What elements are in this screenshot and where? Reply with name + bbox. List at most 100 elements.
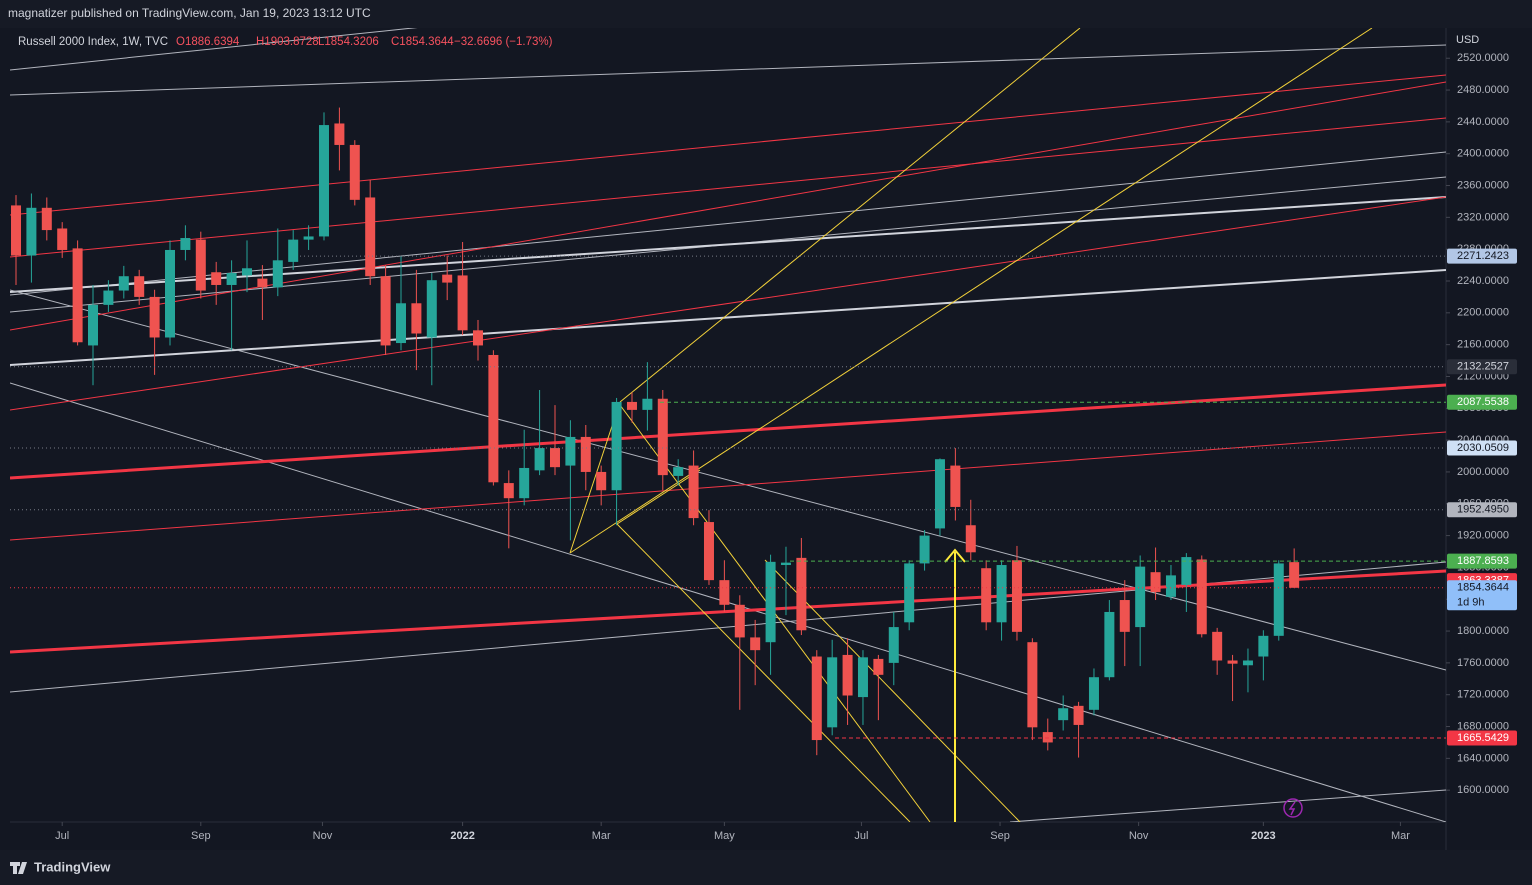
- x-tick-label: 2022: [450, 830, 474, 842]
- ohlc-value: O1886.6394: [176, 36, 240, 48]
- candle-body: [149, 296, 160, 338]
- price-badge-label: 2132.2527: [1457, 361, 1509, 373]
- candle-body: [796, 557, 807, 631]
- x-tick-label: Sep: [990, 830, 1010, 842]
- candle-body: [1196, 559, 1207, 635]
- candle-body: [488, 354, 499, 483]
- candle-body: [1165, 575, 1176, 597]
- x-tick-label: Nov: [313, 830, 333, 842]
- candle-body: [642, 398, 653, 410]
- candle-body: [41, 207, 52, 231]
- yellow-line: [619, 28, 1081, 403]
- price-badge-label: 2271.2423: [1457, 250, 1509, 262]
- candle-body: [919, 535, 930, 564]
- candle-body: [11, 205, 22, 256]
- y-tick-label: 1600.0000: [1457, 784, 1509, 796]
- y-tick-label: 1760.0000: [1457, 657, 1509, 669]
- candle-body: [519, 467, 530, 499]
- candle-body: [750, 637, 761, 651]
- candle-body: [688, 465, 699, 519]
- x-tick-label: May: [714, 830, 735, 842]
- y-tick-label: 1720.0000: [1457, 689, 1509, 701]
- footer-bar: [0, 850, 1532, 885]
- y-tick-label: 2400.0000: [1457, 148, 1509, 160]
- x-tick-label: Nov: [1129, 830, 1149, 842]
- candle-body: [457, 275, 468, 331]
- candle-body: [1212, 631, 1223, 661]
- candle-body: [1058, 708, 1069, 721]
- y-tick-label: 1920.0000: [1457, 529, 1509, 541]
- candle-body: [673, 467, 684, 476]
- candle-body: [303, 236, 314, 240]
- candle-body: [904, 563, 915, 623]
- price-badge-label: 1665.5429: [1457, 732, 1509, 744]
- candle-body: [472, 330, 483, 346]
- ohlc-value: H1903.8728: [256, 36, 319, 48]
- candle-body: [934, 459, 945, 529]
- candle-body: [765, 561, 776, 643]
- price-badge-label: 1887.8593: [1457, 555, 1509, 567]
- candle-body: [503, 483, 514, 499]
- candle-body: [334, 123, 345, 145]
- price-badge: [1447, 553, 1517, 569]
- candle-body: [180, 238, 191, 250]
- candle-body: [1150, 572, 1161, 593]
- ohlc-value: L1854.3206: [318, 36, 379, 48]
- x-tick-label: 2023: [1251, 830, 1275, 842]
- x-tick-label: Jul: [854, 830, 868, 842]
- candle-body: [395, 303, 406, 344]
- y-tick-label: 2000.0000: [1457, 466, 1509, 478]
- trendlines: [10, 28, 1446, 822]
- y-tick-label: 2200.0000: [1457, 307, 1509, 319]
- candle-body: [1042, 732, 1053, 743]
- y-tick-label: 2360.0000: [1457, 179, 1509, 191]
- candle-body: [426, 280, 437, 338]
- y-tick-label: 1800.0000: [1457, 625, 1509, 637]
- y-tick-label: 2320.0000: [1457, 211, 1509, 223]
- candle-body: [103, 290, 114, 305]
- candle-body: [442, 274, 453, 283]
- currency: USD: [1456, 34, 1479, 46]
- trendline: [10, 196, 1446, 411]
- candle-body: [165, 249, 176, 338]
- candle-body: [226, 273, 237, 285]
- candle-body: [411, 303, 422, 334]
- candle-body: [857, 657, 868, 698]
- price-badge: [1447, 502, 1517, 518]
- candle-body: [950, 465, 961, 507]
- candle-body: [596, 471, 607, 491]
- candle-body: [1011, 560, 1022, 632]
- candle-body: [1088, 677, 1099, 710]
- candle-body: [580, 436, 591, 472]
- trendline: [10, 44, 1446, 96]
- x-tick-label: Sep: [191, 830, 211, 842]
- candle-body: [888, 627, 899, 663]
- candle-body: [1119, 600, 1130, 632]
- candle-body: [1104, 611, 1115, 678]
- candle-body: [257, 278, 268, 288]
- candle-body: [195, 239, 206, 291]
- publisher: magnatizer published on TradingView.com,…: [8, 6, 371, 20]
- candle-body: [827, 657, 838, 728]
- ohlc-value: −32.6696 (−1.73%): [454, 36, 553, 48]
- y-tick-label: 2240.0000: [1457, 275, 1509, 287]
- candle-body: [365, 197, 376, 277]
- x-tick-label: Mar: [1391, 830, 1410, 842]
- yellow-line: [616, 523, 911, 822]
- candle-body: [734, 604, 745, 638]
- trendline: [10, 383, 1446, 480]
- y-tick-label: 2480.0000: [1457, 84, 1509, 96]
- candle-body: [118, 276, 129, 291]
- publish-bar: [0, 0, 1532, 28]
- trendline: [10, 28, 418, 71]
- price-badge: [1447, 394, 1517, 410]
- candle-body: [1227, 660, 1238, 664]
- candle-body: [1135, 566, 1146, 628]
- candle-body: [241, 268, 252, 276]
- candle-body: [534, 448, 545, 471]
- event-icon[interactable]: [1283, 798, 1303, 818]
- y-tick-label: 1680.0000: [1457, 720, 1509, 732]
- brand: TradingView: [34, 859, 111, 874]
